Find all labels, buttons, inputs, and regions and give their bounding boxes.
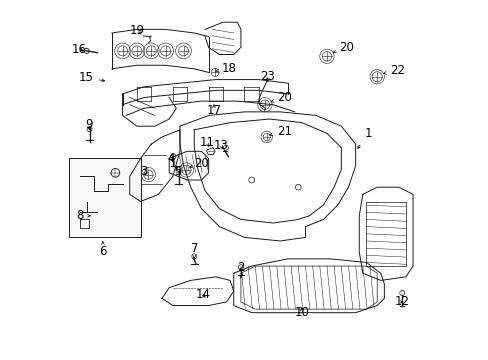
Text: 21: 21 <box>269 125 291 138</box>
Text: 6: 6 <box>99 242 106 258</box>
Text: 23: 23 <box>260 69 275 82</box>
Text: 17: 17 <box>206 104 221 117</box>
Text: 22: 22 <box>383 64 404 77</box>
Text: 4: 4 <box>167 152 174 165</box>
Text: 14: 14 <box>195 288 210 301</box>
Text: 9: 9 <box>84 118 92 131</box>
Text: 10: 10 <box>294 306 309 319</box>
Text: 1: 1 <box>357 127 371 148</box>
Text: 18: 18 <box>215 62 236 75</box>
Text: 5: 5 <box>174 165 182 177</box>
Text: 16: 16 <box>72 42 86 55</box>
Text: 12: 12 <box>394 296 408 309</box>
Text: 3: 3 <box>140 165 147 177</box>
Text: 13: 13 <box>213 139 228 152</box>
Text: 8: 8 <box>76 210 90 222</box>
Bar <box>69 158 140 237</box>
Text: 20: 20 <box>189 157 209 170</box>
Text: 20: 20 <box>332 41 354 54</box>
Text: 20: 20 <box>270 91 291 104</box>
Text: 7: 7 <box>190 242 198 258</box>
Text: 2: 2 <box>237 261 244 278</box>
Text: 11: 11 <box>199 136 214 149</box>
Text: 15: 15 <box>79 71 104 84</box>
Text: 19: 19 <box>129 24 144 37</box>
